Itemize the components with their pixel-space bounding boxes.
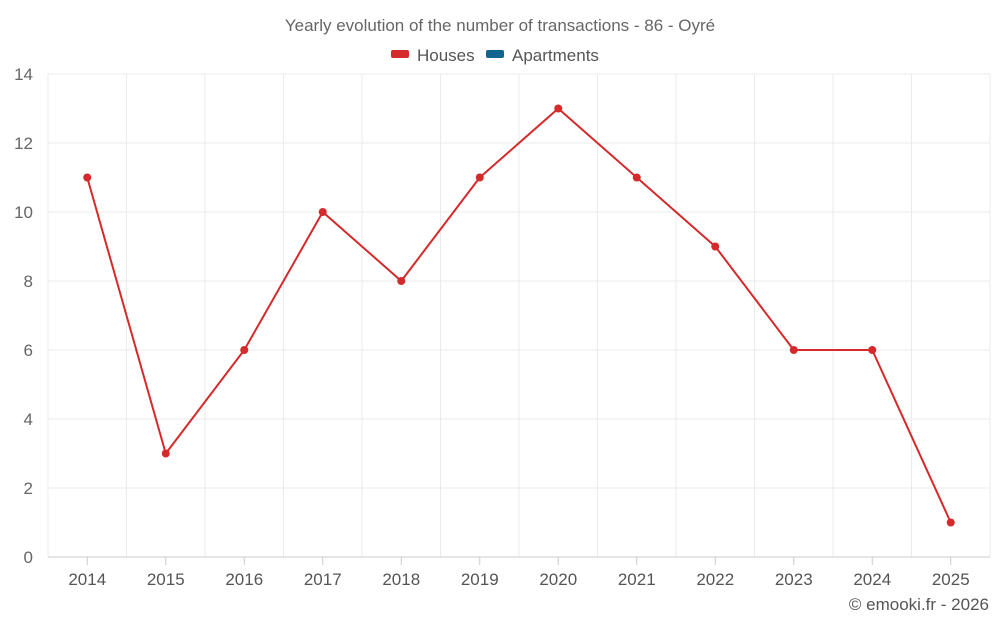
x-tick-label: 2022 [696,570,734,589]
series-layer [83,104,955,527]
legend-item-houses[interactable]: Houses [391,46,475,65]
y-tick-label: 4 [24,410,33,429]
y-tick-label: 10 [14,203,33,222]
data-point-houses-2014 [83,173,92,182]
y-tick-label: 6 [24,341,33,360]
data-point-houses-2018 [397,277,406,285]
x-tick-label: 2016 [225,570,263,589]
series-line-houses [86,107,952,523]
legend-swatch-houses [391,50,409,58]
data-point-houses-2021 [632,173,641,182]
y-tick-label: 0 [24,548,33,567]
x-tick-label: 2023 [775,570,813,589]
legend-swatch-apartments [486,50,504,58]
data-point-houses-2024 [868,346,877,354]
x-axis-ticks: 2014 2015 2016 2017 2018 2019 2020 2021 2022 2023… [68,557,970,589]
legend-item-apartments[interactable]: Apartments [486,46,599,65]
data-point-houses-2023 [789,346,798,354]
x-tick-label: 2025 [932,570,970,589]
data-point-houses-2017 [318,208,327,216]
y-tick-label: 2 [24,479,33,498]
data-point-houses-2025 [946,518,955,527]
data-point-houses-2015 [161,449,170,458]
data-point-houses-2022 [711,242,720,251]
chart-title: Yearly evolution of the number of transa… [285,16,715,35]
y-axis-ticks: 0 2 4 6 8 10 12 14 [14,65,33,567]
x-tick-label: 2021 [618,570,656,589]
x-tick-label: 2018 [382,570,420,589]
legend-label-apartments: Apartments [512,46,599,65]
grid [47,73,991,557]
x-tick-label: 2014 [68,570,106,589]
y-tick-label: 12 [14,134,33,153]
data-point-houses-2020 [554,104,563,113]
credit-text: © emooki.fr - 2026 [849,595,989,614]
x-tick-label: 2020 [539,570,577,589]
y-tick-label: 14 [14,65,33,84]
data-point-houses-2019 [475,173,484,182]
y-tick-label: 8 [24,272,33,291]
data-point-houses-2016 [240,346,249,354]
x-tick-label: 2015 [147,570,185,589]
x-tick-label: 2019 [461,570,499,589]
x-tick-label: 2017 [304,570,342,589]
legend: Houses Apartments [391,46,599,65]
legend-label-houses: Houses [417,46,475,65]
x-tick-label: 2024 [853,570,891,589]
